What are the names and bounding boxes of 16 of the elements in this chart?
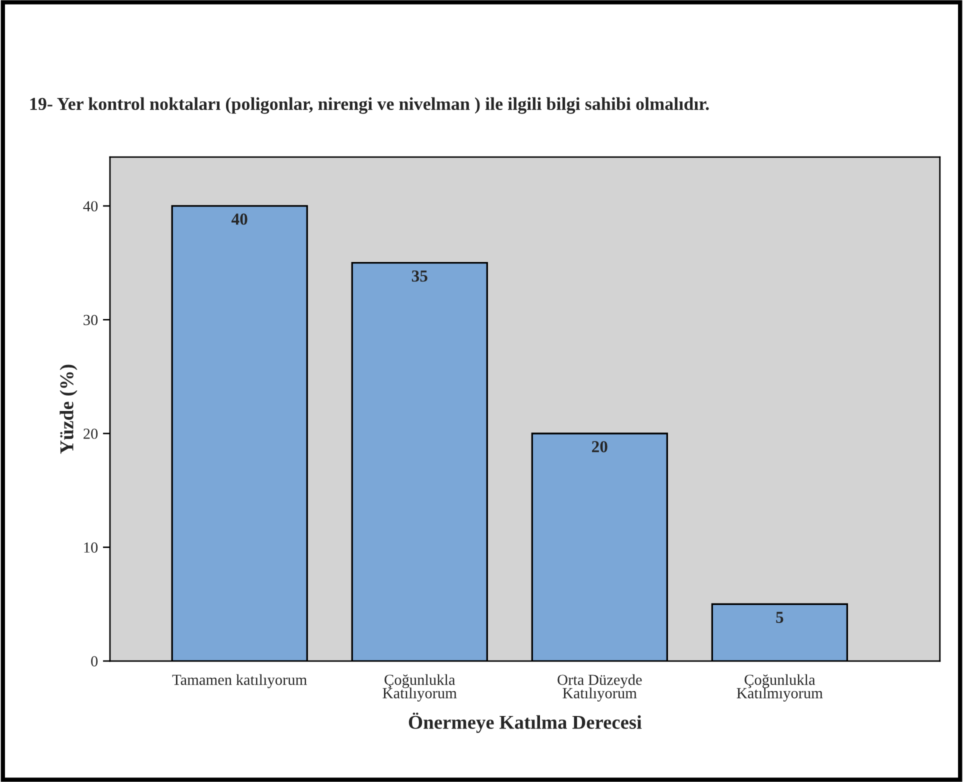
chart-title: 19- Yer kontrol noktaları (poligonlar, nirengi ve nivelman ) ile ilgili bilgi sahibi olmalıdır.	[30, 97, 709, 114]
x-tick-label: Çoğunlukla Katılmıyorum	[736, 674, 823, 702]
y-tick-label: 30	[84, 314, 98, 326]
y-tick-label: 0	[91, 656, 98, 666]
data-label: 40	[231, 214, 248, 225]
y-tick-label: 20	[84, 428, 98, 439]
y-tick-label: 10	[84, 542, 98, 553]
x-tick-label: Çoğunlukla Katılıyorum	[382, 674, 457, 702]
y-tick-label: 40	[83, 201, 98, 212]
data-label: 35	[412, 270, 428, 282]
data-label: 20	[592, 441, 608, 452]
x-axis-title: Önermeye Katılma Derecesi	[408, 712, 642, 733]
data-label: 5	[776, 612, 784, 623]
y-axis-title: Yüzde (%)	[60, 364, 78, 454]
x-tick-label: Tamamen katılıyorum	[172, 674, 307, 688]
x-tick-label: Orta Düzeyde Katılıyorum	[558, 674, 642, 702]
